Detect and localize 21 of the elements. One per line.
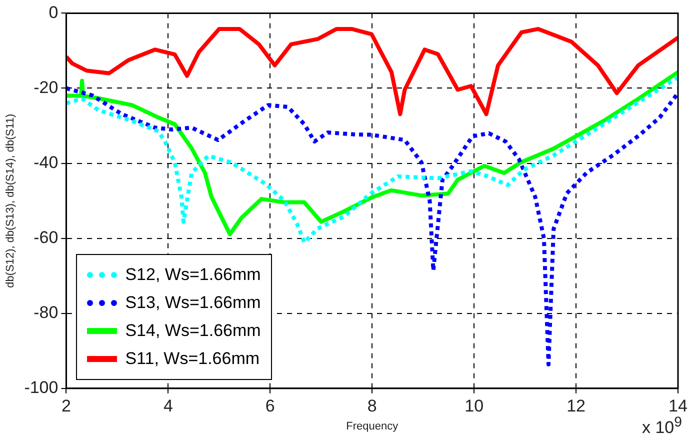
y-tick-label: -40 bbox=[34, 152, 58, 172]
y-tick-label: -60 bbox=[34, 228, 58, 248]
x-tick-label: 4 bbox=[163, 396, 173, 416]
y-tick-label: -100 bbox=[24, 378, 58, 398]
legend-label: S11, Ws=1.66mm bbox=[125, 348, 260, 370]
y-axis-title: db(S12), db(S13), db(S14), db(S11) bbox=[4, 114, 17, 288]
x-tick-label: 2 bbox=[61, 396, 71, 416]
y-tick-label: 0 bbox=[48, 2, 58, 22]
line-series bbox=[66, 86, 678, 366]
x-tick-label: 12 bbox=[566, 396, 586, 416]
legend-label: S13, Ws=1.66mm bbox=[125, 292, 261, 314]
x-tick-label: 8 bbox=[367, 396, 377, 416]
y-tick-label: -20 bbox=[34, 78, 58, 97]
legend-label: S14, Ws=1.66mm bbox=[125, 320, 261, 342]
x-tick-label: 6 bbox=[265, 396, 275, 416]
y-tick-label: -80 bbox=[34, 303, 58, 322]
text: x 10$^{9}$ bbox=[642, 414, 682, 438]
x-tick-label: 10 bbox=[464, 396, 484, 416]
legend-label: S12, Ws=1.66mm bbox=[125, 264, 261, 286]
x-tick-label: 14 bbox=[668, 396, 688, 416]
x-axis-title: Frequency bbox=[346, 420, 399, 432]
